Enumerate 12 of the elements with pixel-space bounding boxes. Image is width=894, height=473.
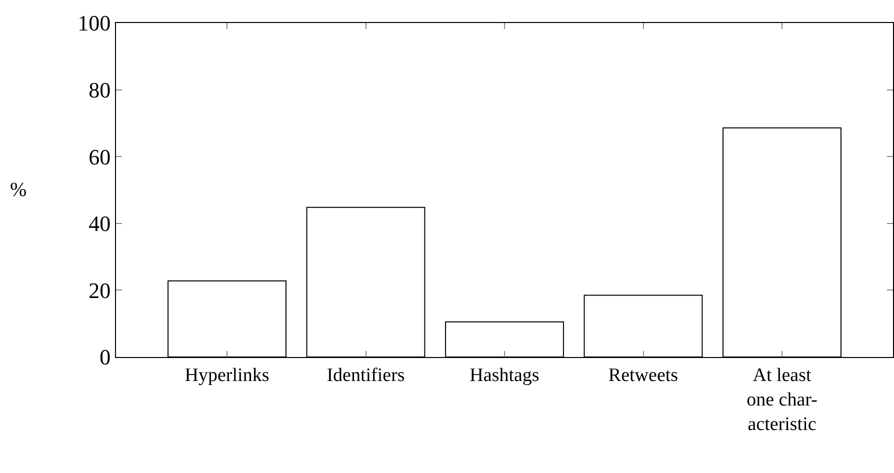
x-tick-label: Identifiers [326,364,405,386]
y-tick-label: 80 [88,78,111,102]
x-tick-label: Hashtags [470,364,540,386]
y-tick-label: 0 [100,344,111,370]
x-tick-label: Retweets [608,364,678,386]
y-tick-label: 100 [78,10,111,36]
x-tick-label: At least one char- acteristic [746,364,818,436]
y-axis-title: % [10,179,27,201]
y-tick-label: 20 [88,278,111,303]
x-tick-label: Hyperlinks [184,364,270,386]
y-tick-label: 40 [88,211,111,236]
y-tick-label: 60 [88,144,111,170]
